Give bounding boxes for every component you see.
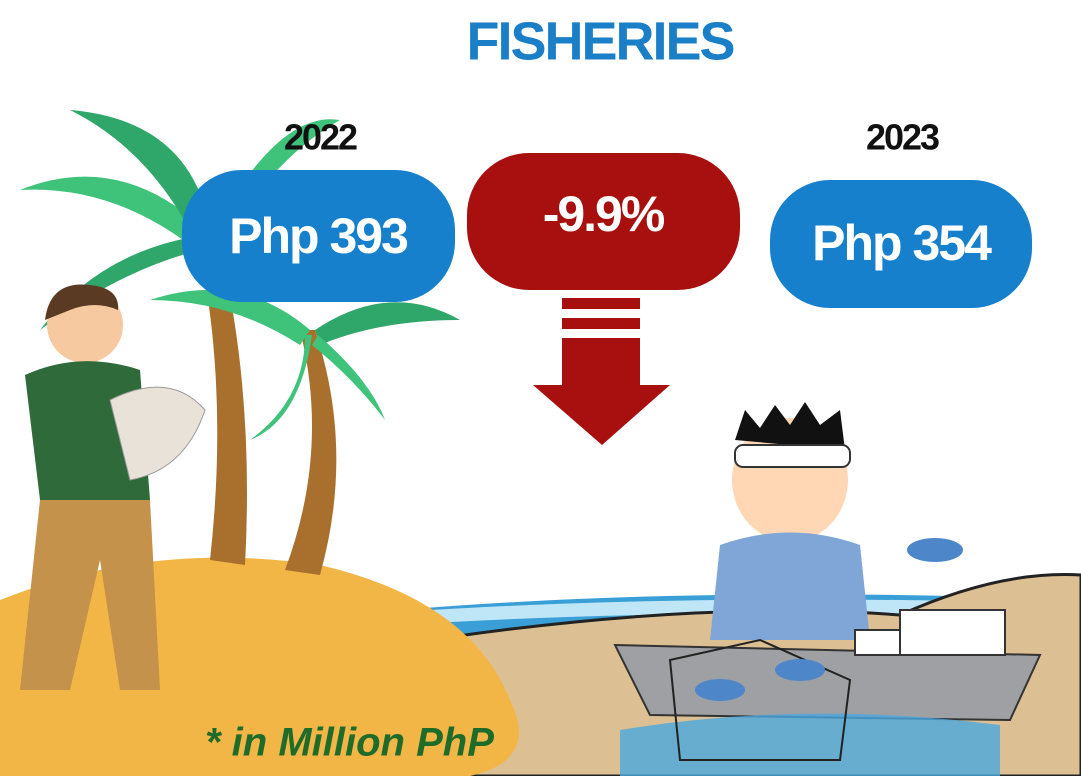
change-label: -9.9%	[543, 186, 665, 242]
value-label: Php 354	[812, 215, 992, 271]
change-pill	[467, 153, 740, 290]
down-arrow	[533, 298, 670, 445]
scenery	[0, 110, 1081, 776]
value-pill	[182, 170, 455, 302]
year-label: 2023	[866, 117, 939, 158]
unit-note: * in Million PhP	[205, 721, 494, 765]
value-pill	[770, 180, 1032, 308]
title: FISHERIES	[466, 11, 733, 71]
year-label: 2022	[284, 117, 357, 158]
value-label: Php 393	[229, 208, 407, 264]
